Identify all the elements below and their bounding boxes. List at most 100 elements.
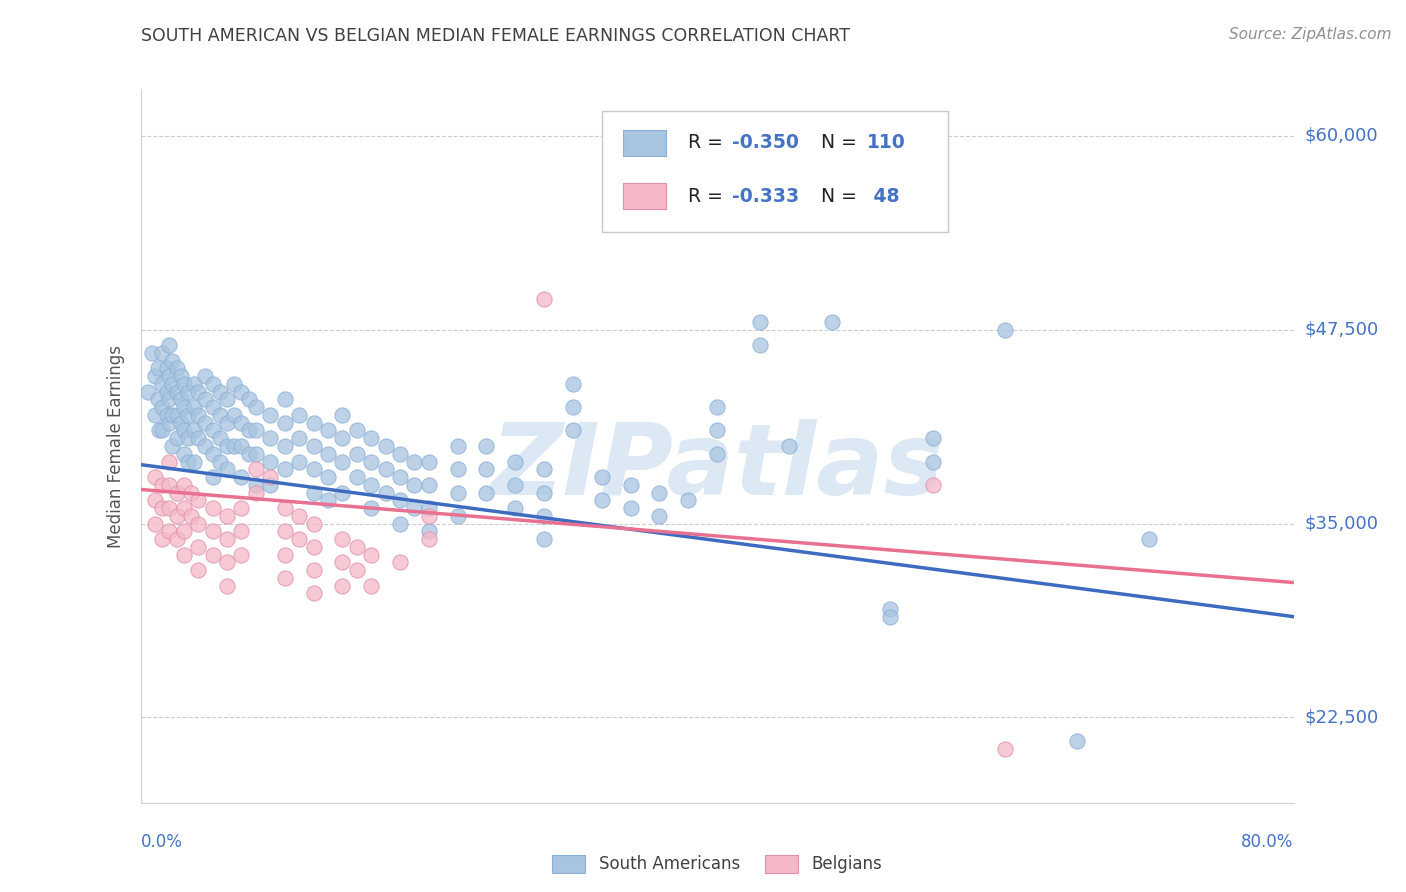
Point bbox=[360, 431, 382, 445]
Point bbox=[360, 548, 382, 562]
Point bbox=[159, 416, 180, 430]
Point bbox=[533, 292, 555, 306]
Point bbox=[159, 454, 180, 468]
Point bbox=[170, 369, 193, 384]
Point bbox=[162, 353, 184, 368]
Point bbox=[922, 431, 945, 445]
Point bbox=[648, 485, 671, 500]
Point bbox=[231, 524, 253, 539]
Point bbox=[302, 563, 325, 577]
Point bbox=[201, 501, 224, 516]
Point bbox=[166, 485, 188, 500]
Point bbox=[201, 424, 224, 438]
Point bbox=[187, 493, 209, 508]
Point bbox=[706, 447, 728, 461]
Point bbox=[177, 408, 200, 422]
Point bbox=[245, 477, 267, 491]
Point bbox=[177, 384, 200, 399]
Point bbox=[447, 485, 470, 500]
Point bbox=[648, 508, 671, 523]
Point bbox=[159, 501, 180, 516]
Point bbox=[155, 361, 177, 376]
Point bbox=[159, 392, 180, 407]
Bar bbox=[623, 184, 666, 209]
Text: Source: ZipAtlas.com: Source: ZipAtlas.com bbox=[1229, 27, 1392, 42]
Point bbox=[217, 416, 239, 430]
Point bbox=[1139, 532, 1161, 546]
Point bbox=[994, 741, 1017, 756]
Point bbox=[217, 579, 239, 593]
Point bbox=[201, 470, 224, 484]
Point bbox=[217, 462, 239, 476]
Point bbox=[388, 470, 411, 484]
Point bbox=[418, 501, 440, 516]
Point bbox=[418, 477, 440, 491]
Point bbox=[360, 477, 382, 491]
Point bbox=[187, 540, 209, 554]
Point bbox=[173, 548, 195, 562]
Point bbox=[224, 376, 246, 391]
Point bbox=[316, 447, 339, 461]
Point bbox=[217, 555, 239, 569]
Point bbox=[533, 508, 555, 523]
Point bbox=[749, 315, 772, 329]
Point bbox=[706, 401, 728, 415]
Point bbox=[678, 493, 700, 508]
Point bbox=[150, 346, 173, 360]
Point bbox=[922, 477, 945, 491]
Text: N =: N = bbox=[810, 186, 863, 206]
Point bbox=[418, 508, 440, 523]
Y-axis label: Median Female Earnings: Median Female Earnings bbox=[107, 344, 125, 548]
Point bbox=[238, 447, 260, 461]
Point bbox=[562, 424, 585, 438]
Bar bbox=[623, 130, 666, 155]
Point bbox=[288, 532, 311, 546]
Point bbox=[619, 501, 641, 516]
Point bbox=[332, 408, 354, 422]
Point bbox=[159, 338, 180, 352]
Text: ZIPatlas: ZIPatlas bbox=[491, 419, 943, 516]
Point bbox=[201, 548, 224, 562]
Point bbox=[360, 501, 382, 516]
Point bbox=[208, 431, 231, 445]
Point bbox=[183, 424, 205, 438]
Text: 80.0%: 80.0% bbox=[1241, 833, 1294, 851]
Point bbox=[238, 392, 260, 407]
Point bbox=[274, 524, 297, 539]
Point bbox=[374, 439, 396, 453]
Point bbox=[288, 431, 311, 445]
Text: R =: R = bbox=[689, 133, 730, 153]
Point bbox=[591, 470, 613, 484]
Point bbox=[231, 501, 253, 516]
Point bbox=[274, 548, 297, 562]
Point bbox=[418, 454, 440, 468]
Point bbox=[302, 540, 325, 554]
Point bbox=[533, 462, 555, 476]
Point bbox=[187, 431, 209, 445]
Point bbox=[259, 408, 281, 422]
Point bbox=[194, 369, 217, 384]
Point bbox=[619, 477, 641, 491]
Point bbox=[245, 424, 267, 438]
Point bbox=[332, 485, 354, 500]
Point bbox=[166, 532, 188, 546]
Text: -0.333: -0.333 bbox=[733, 186, 799, 206]
Text: 0.0%: 0.0% bbox=[141, 833, 183, 851]
Point bbox=[447, 462, 470, 476]
Text: $47,500: $47,500 bbox=[1305, 320, 1379, 339]
Point bbox=[503, 477, 526, 491]
Point bbox=[187, 384, 209, 399]
Point bbox=[302, 439, 325, 453]
Point bbox=[346, 470, 368, 484]
Point bbox=[217, 439, 239, 453]
Point bbox=[224, 408, 246, 422]
Point bbox=[374, 462, 396, 476]
Point bbox=[346, 447, 368, 461]
Point bbox=[778, 439, 800, 453]
Point bbox=[180, 485, 202, 500]
Point bbox=[159, 524, 180, 539]
FancyBboxPatch shape bbox=[602, 111, 948, 232]
Text: SOUTH AMERICAN VS BELGIAN MEDIAN FEMALE EARNINGS CORRELATION CHART: SOUTH AMERICAN VS BELGIAN MEDIAN FEMALE … bbox=[141, 27, 849, 45]
Point bbox=[141, 346, 163, 360]
Point bbox=[136, 384, 159, 399]
